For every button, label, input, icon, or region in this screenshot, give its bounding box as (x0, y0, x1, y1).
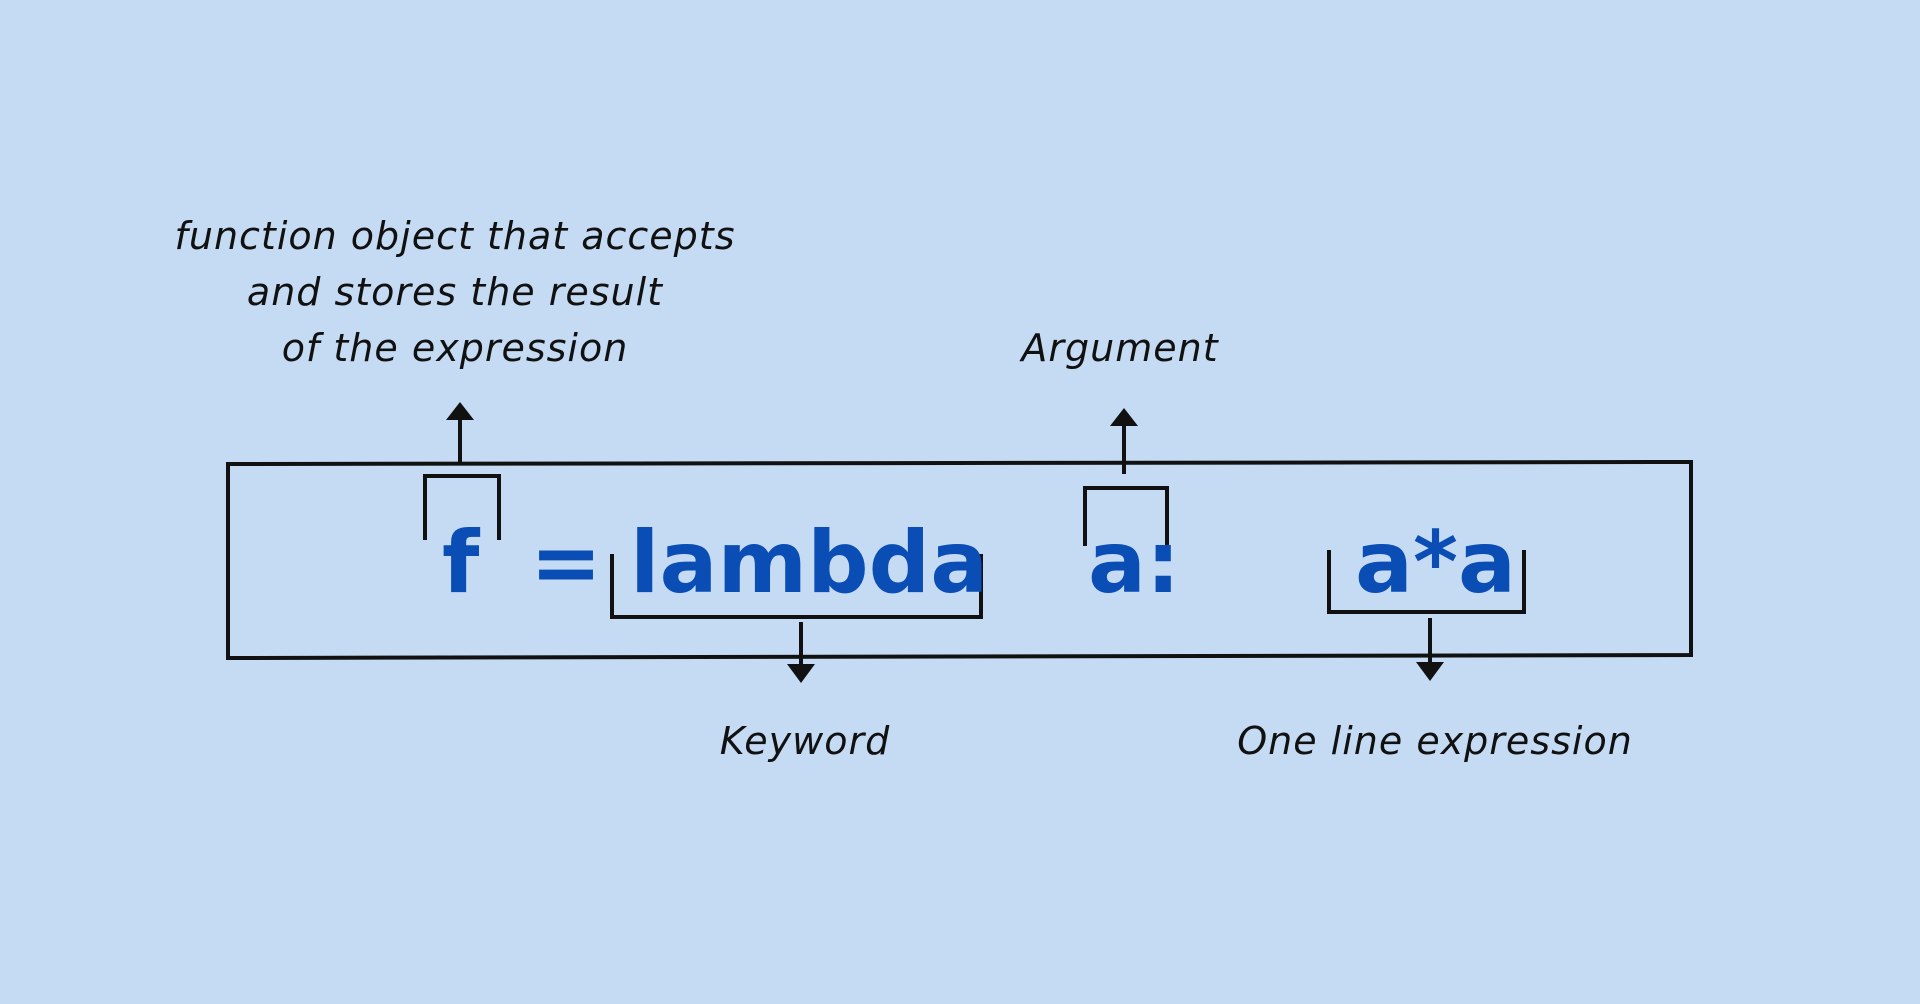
expression-bracket (1327, 550, 1526, 614)
f-arrow-head (446, 402, 474, 420)
keyword-bracket (610, 554, 983, 619)
lambda-keyword: lambda (630, 513, 989, 613)
function-object-label-line-1: function object that accepts (174, 214, 736, 258)
argument-label: Argument (1021, 326, 1219, 370)
function-object-label-line-2: and stores the result (246, 270, 664, 314)
expression-label: One line expression (1237, 719, 1633, 763)
assignment-operator: = (530, 513, 603, 613)
argument-arrow-head (1110, 408, 1138, 426)
keyword-arrow-head (787, 664, 815, 683)
function-name: f (442, 513, 480, 613)
argument-bracket (1083, 486, 1169, 546)
argument-code: a: (1088, 513, 1181, 613)
expression-box (226, 459, 1693, 661)
expression-arrow-head (1416, 662, 1444, 681)
function-object-label-line-3: of the expression (281, 326, 629, 370)
f-bracket (423, 474, 501, 540)
keyword-label: Keyword (719, 719, 891, 763)
expression-code: a*a (1355, 513, 1517, 613)
